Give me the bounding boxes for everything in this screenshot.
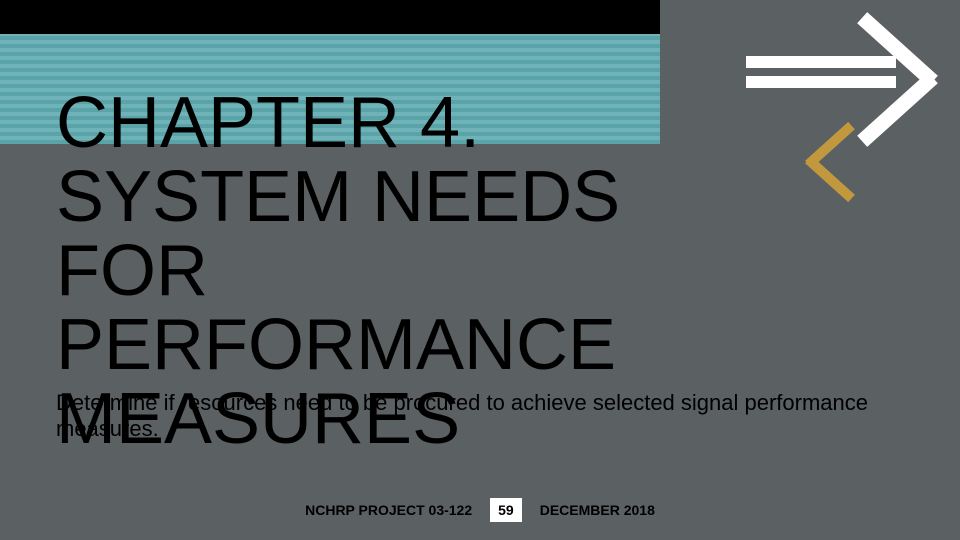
page-subtitle: Determine if resources need to be procur…: [56, 390, 886, 442]
footer-date: DECEMBER 2018: [540, 502, 655, 518]
slide-footer: NCHRP PROJECT 03-122 59 DECEMBER 2018: [0, 498, 960, 522]
footer-project: NCHRP PROJECT 03-122: [305, 502, 472, 518]
arrow-upright-small-icon: [795, 122, 875, 192]
footer-page-number: 59: [490, 498, 522, 522]
arrow-right-large-icon: [766, 8, 956, 138]
